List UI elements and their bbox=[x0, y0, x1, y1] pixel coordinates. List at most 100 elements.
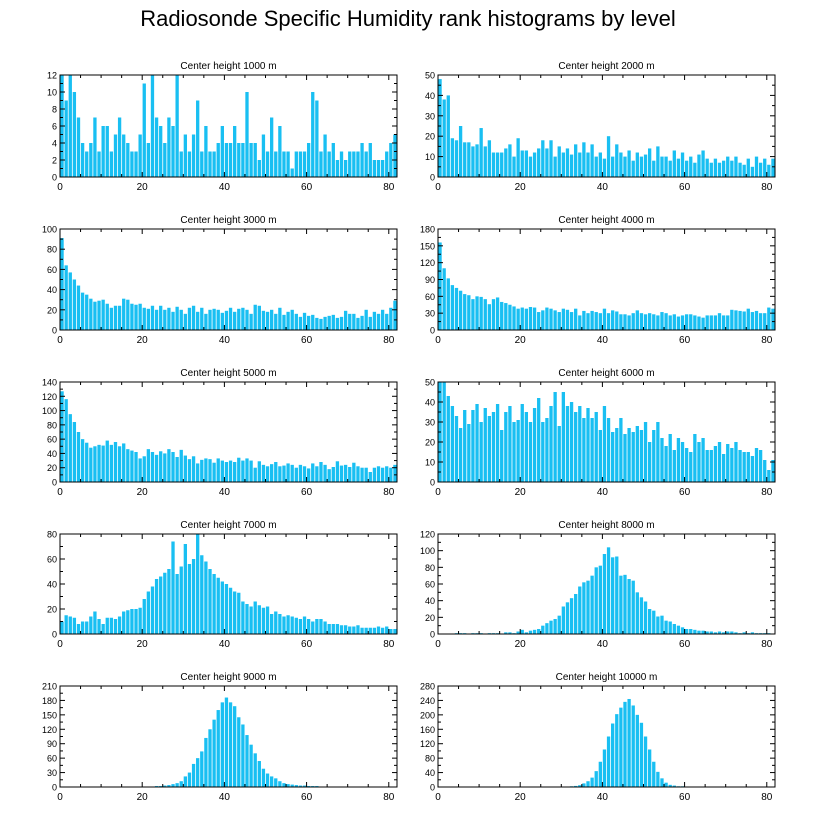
histogram-bar bbox=[64, 615, 68, 634]
page-title: Radiosonde Specific Humidity rank histog… bbox=[140, 6, 676, 31]
histogram-bar bbox=[68, 75, 72, 177]
histogram-bar bbox=[705, 315, 709, 330]
histogram-bar bbox=[606, 313, 611, 330]
y-tick-label: 20 bbox=[47, 305, 57, 315]
histogram-bar bbox=[150, 75, 155, 177]
histogram-bar bbox=[611, 156, 615, 177]
histogram-bar bbox=[163, 572, 167, 634]
histogram-bar bbox=[372, 627, 377, 634]
histogram-bar bbox=[730, 160, 734, 177]
histogram-bar bbox=[475, 144, 479, 177]
histogram-bar bbox=[335, 317, 340, 330]
histogram-bar bbox=[500, 152, 504, 177]
histogram-bar bbox=[598, 430, 602, 482]
histogram-bar bbox=[643, 736, 648, 787]
histogram-bar bbox=[553, 310, 557, 330]
histogram-bar bbox=[228, 143, 233, 177]
histogram-bar bbox=[274, 778, 278, 787]
x-tick-label: 0 bbox=[435, 182, 441, 193]
histogram-bar bbox=[598, 761, 602, 787]
histogram-bar bbox=[306, 315, 311, 330]
histogram-bar bbox=[565, 406, 570, 482]
histogram-bar bbox=[582, 783, 586, 787]
histogram-bar bbox=[672, 450, 676, 482]
y-tick-label: 160 bbox=[420, 725, 435, 735]
y-tick-label: 0 bbox=[430, 326, 435, 336]
histogram-bar bbox=[578, 152, 582, 177]
histogram-bar bbox=[265, 773, 270, 787]
histogram-bar bbox=[171, 784, 175, 787]
histogram-bar bbox=[639, 430, 644, 482]
y-tick-label: 120 bbox=[42, 392, 57, 402]
histogram-bar bbox=[216, 710, 220, 787]
histogram-bar bbox=[196, 758, 200, 787]
histogram-bar bbox=[171, 311, 175, 330]
histogram-bar bbox=[717, 313, 722, 330]
histogram-bar bbox=[261, 607, 266, 634]
y-tick-label: 10 bbox=[47, 88, 57, 98]
histogram-bar bbox=[516, 631, 520, 634]
histogram-bar bbox=[574, 144, 578, 177]
histogram-panel-2: Center height 2000 m 0 20 40 60 80 0 10 20 30 40 50 bbox=[425, 61, 776, 193]
histogram-bar bbox=[343, 310, 348, 330]
histogram-bar bbox=[483, 299, 487, 330]
histogram-bar bbox=[241, 724, 245, 787]
histogram-bar bbox=[541, 140, 545, 177]
x-tick-label: 20 bbox=[515, 487, 527, 498]
histogram-bar bbox=[257, 461, 261, 482]
histogram-bar bbox=[134, 151, 138, 177]
y-tick-label: 40 bbox=[425, 768, 435, 778]
histogram-bar bbox=[684, 160, 689, 177]
histogram-bar bbox=[701, 630, 705, 634]
histogram-bar bbox=[664, 156, 668, 177]
histogram-bar bbox=[335, 624, 340, 634]
histogram-bar bbox=[200, 555, 204, 634]
histogram-bar bbox=[93, 301, 97, 330]
histogram-bar bbox=[726, 631, 730, 634]
histogram-bar bbox=[450, 406, 455, 482]
histogram-bar bbox=[471, 299, 475, 330]
x-tick-label: 40 bbox=[219, 792, 231, 803]
histogram-bar bbox=[142, 456, 146, 482]
histogram-bar bbox=[635, 152, 639, 177]
histogram-bar bbox=[545, 623, 549, 634]
x-tick-label: 40 bbox=[219, 487, 231, 498]
histogram-bar bbox=[302, 785, 307, 787]
histogram-bar bbox=[233, 126, 237, 177]
histogram-bar bbox=[80, 292, 85, 330]
y-tick-label: 0 bbox=[430, 478, 435, 488]
histogram-bar bbox=[265, 466, 270, 482]
histogram-bar bbox=[274, 151, 278, 177]
histogram-bar bbox=[639, 597, 644, 634]
x-tick-label: 20 bbox=[515, 182, 527, 193]
histogram-bar bbox=[611, 723, 615, 787]
histogram-bar bbox=[286, 463, 290, 482]
histogram-bar bbox=[500, 430, 504, 482]
x-tick-label: 60 bbox=[679, 487, 691, 498]
histogram-bar bbox=[668, 315, 672, 330]
histogram-bar bbox=[565, 148, 570, 177]
histogram-bar bbox=[771, 460, 775, 482]
histogram-bar bbox=[228, 587, 233, 634]
histogram-bar bbox=[233, 591, 237, 634]
panel-title: Center height 9000 m bbox=[180, 672, 276, 683]
histogram-bar bbox=[376, 466, 381, 482]
histogram-bar bbox=[549, 140, 553, 177]
histogram-bar bbox=[446, 396, 450, 482]
histogram-bar bbox=[471, 146, 475, 177]
histogram-bar bbox=[479, 296, 483, 330]
histogram-bar bbox=[294, 467, 298, 482]
histogram-bar bbox=[738, 162, 742, 177]
histogram-bar bbox=[323, 316, 327, 330]
y-tick-label: 8 bbox=[52, 105, 57, 115]
x-tick-label: 0 bbox=[435, 792, 441, 803]
histogram-bar bbox=[72, 92, 77, 177]
histogram-bar bbox=[676, 625, 681, 634]
histogram-bar bbox=[60, 391, 64, 482]
histogram-bar bbox=[356, 151, 360, 177]
histogram-bar bbox=[545, 148, 549, 177]
histogram-bar bbox=[561, 606, 566, 634]
histogram-bar bbox=[528, 156, 533, 177]
histogram-bar bbox=[126, 610, 130, 634]
y-tick-label: 0 bbox=[52, 630, 57, 640]
